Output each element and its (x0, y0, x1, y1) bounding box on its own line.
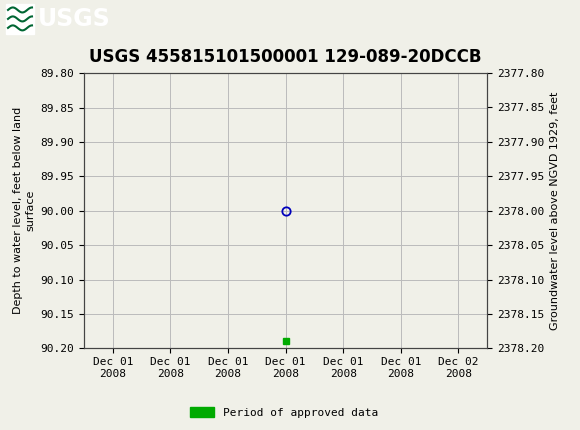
Legend: Period of approved data: Period of approved data (186, 403, 383, 422)
Text: USGS: USGS (38, 7, 111, 31)
Y-axis label: Depth to water level, feet below land
surface: Depth to water level, feet below land su… (13, 107, 35, 314)
Title: USGS 455815101500001 129-089-20DCCB: USGS 455815101500001 129-089-20DCCB (89, 48, 482, 66)
Bar (6, 4, 34, 34)
Y-axis label: Groundwater level above NGVD 1929, feet: Groundwater level above NGVD 1929, feet (550, 92, 560, 330)
